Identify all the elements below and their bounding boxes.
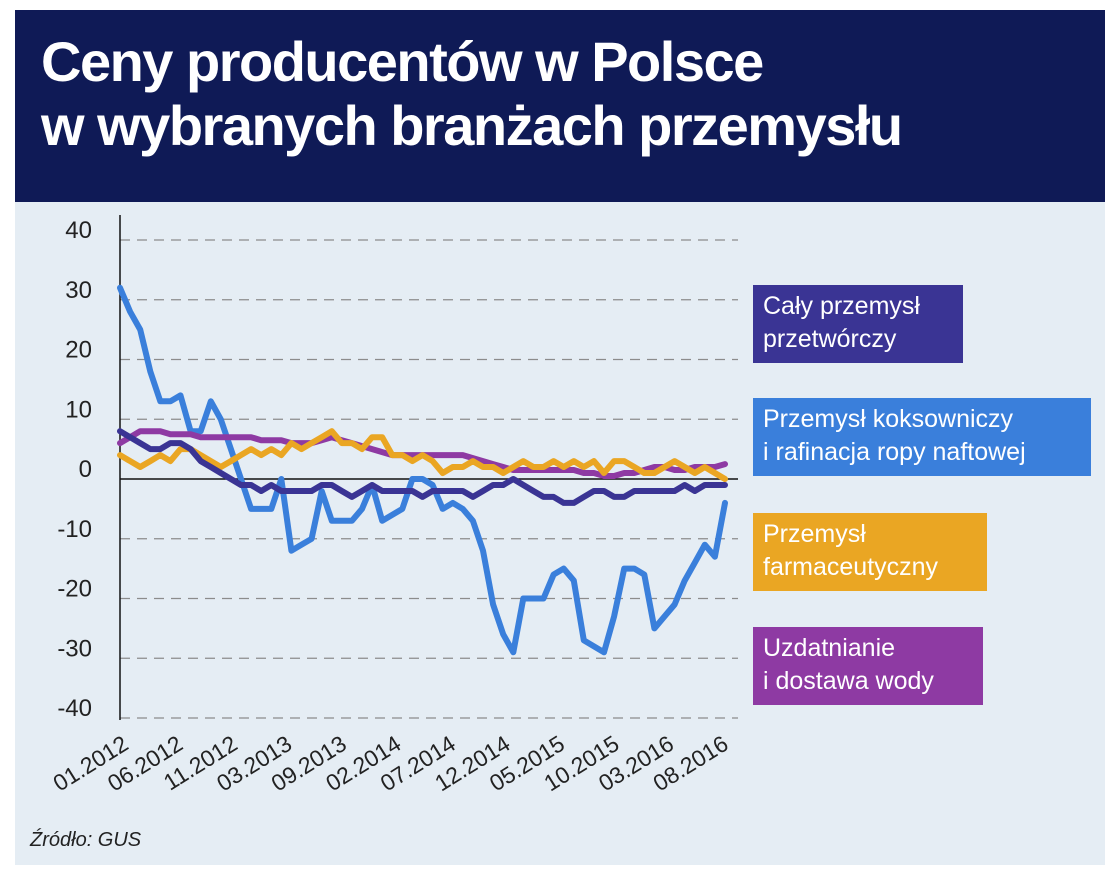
legend-label-line-2: i rafinacja ropy naftowej xyxy=(763,438,1026,466)
y-tick-label: 40 xyxy=(65,217,92,244)
legend-label-line-2: farmaceutyczny xyxy=(763,553,939,581)
chart-title: Ceny producentów w Polsce w wybranych br… xyxy=(41,30,903,158)
title-banner: Ceny producentów w Polsce w wybranych br… xyxy=(15,10,1105,202)
series-line xyxy=(117,428,728,506)
legend-item: Przemysł farmaceutyczny xyxy=(753,513,987,591)
source-note: Źródło: GUS xyxy=(30,829,142,851)
title-line-2: w wybranych branżach przemysłu xyxy=(41,94,903,157)
y-tick-label: -30 xyxy=(57,635,92,662)
legend-label-line-2: przetwórczy xyxy=(763,325,897,353)
y-tick-label: 10 xyxy=(65,396,92,423)
title-line-1: Ceny producentów w Polsce xyxy=(41,30,764,93)
y-tick-label: 30 xyxy=(65,277,92,304)
legend-item: Uzdatnianie i dostawa wody xyxy=(753,627,983,705)
y-tick-label: 20 xyxy=(65,337,92,364)
y-tick-label: -10 xyxy=(57,516,92,543)
legend-item: Cały przemysł przetwórczy xyxy=(753,285,963,363)
legend-item: Przemysł koksowniczy i rafinacja ropy naf… xyxy=(753,398,1091,476)
legend-label-line-1: Cały przemysł xyxy=(763,292,920,320)
legend-label-line-1: Przemysł koksowniczy xyxy=(763,405,1014,433)
y-tick-label: 0 xyxy=(79,456,92,483)
series-line xyxy=(117,284,728,656)
legend-label-line-1: Uzdatnianie xyxy=(763,634,896,662)
series-line xyxy=(117,428,728,482)
legend-label-line-1: Przemysł xyxy=(763,520,866,548)
y-tick-label: -20 xyxy=(57,576,92,603)
legend-label-line-2: i dostawa wody xyxy=(763,667,934,695)
y-tick-label: -40 xyxy=(57,695,92,722)
